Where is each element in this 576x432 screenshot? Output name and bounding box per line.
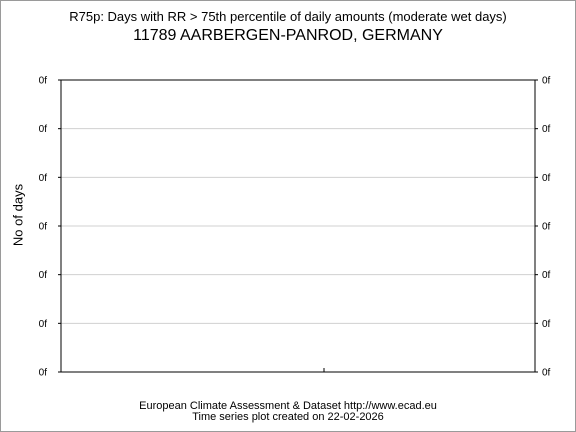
y-tick-label-left: 0f bbox=[39, 222, 48, 233]
y-tick-label-right: 0f bbox=[542, 270, 551, 281]
y-ticks-right: 0f 0f 0f 0f 0f 0f 0f bbox=[535, 76, 551, 379]
station-title: 11789 AARBERGEN-PANROD, GERMANY bbox=[133, 27, 443, 44]
y-tick-label-left: 0f bbox=[39, 124, 48, 135]
y-tick-label-left: 0f bbox=[39, 270, 48, 281]
footer-source: European Climate Assessment & Dataset ht… bbox=[139, 400, 437, 412]
y-tick-label-left: 0f bbox=[39, 368, 48, 379]
y-tick-label-left: 0f bbox=[39, 319, 48, 330]
footer-created: Time series plot created on 22-02-2026 bbox=[192, 411, 384, 423]
y-tick-label-left: 0f bbox=[39, 173, 48, 184]
chart-title: R75p: Days with RR > 75th percentile of … bbox=[69, 9, 507, 24]
y-tick-label-right: 0f bbox=[542, 173, 551, 184]
y-tick-label-right: 0f bbox=[542, 319, 551, 330]
gridlines bbox=[61, 128, 535, 324]
y-ticks-left: 0f 0f 0f 0f 0f 0f 0f bbox=[39, 76, 61, 379]
y-tick-label-right: 0f bbox=[542, 76, 551, 87]
y-tick-label-right: 0f bbox=[542, 124, 551, 135]
y-tick-label-left: 0f bbox=[39, 76, 48, 87]
y-tick-label-right: 0f bbox=[542, 222, 551, 233]
y-tick-label-right: 0f bbox=[542, 368, 551, 379]
